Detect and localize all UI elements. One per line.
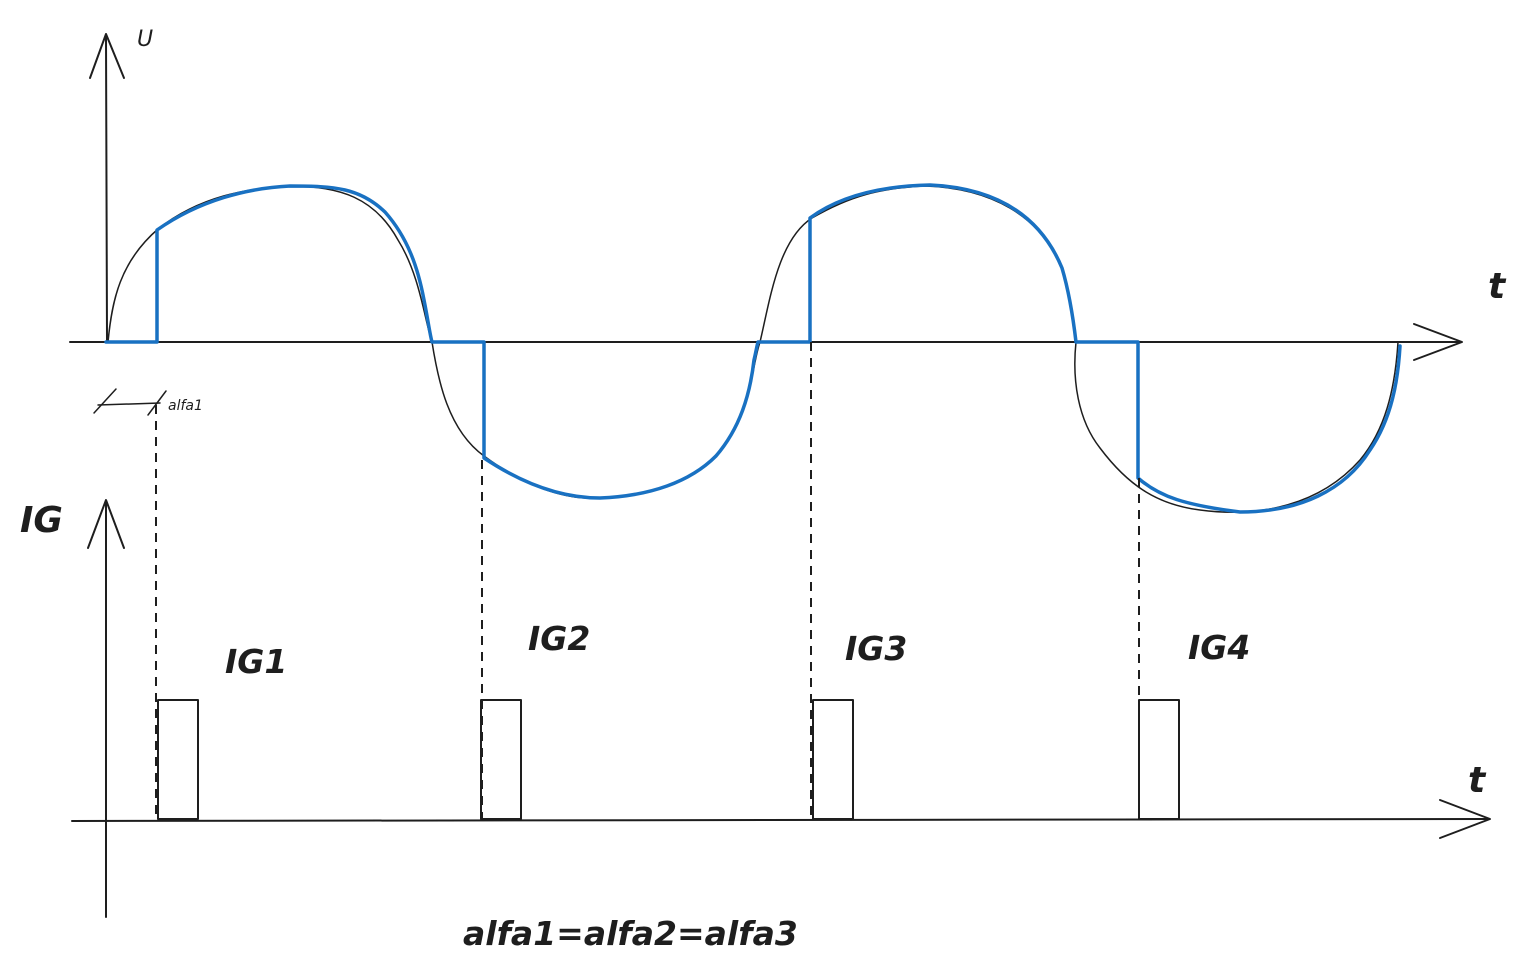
gate-axis-label: IG [20,500,63,541]
voltage-axis [89,33,125,341]
pulse-label-1: IG1 [225,642,287,681]
gate-axis [87,499,125,918]
gate-pulse-3 [812,699,854,820]
alpha-marker [93,388,167,416]
time-axis-bottom [71,799,1491,839]
time-axis-top-label: t [1488,266,1507,307]
gate-pulse-4 [1138,699,1180,820]
pulse-label-3: IG3 [845,629,907,668]
conducting-waveform [104,183,1402,514]
pulse-label-2: IG2 [528,619,590,658]
equation-label: alfa1=alfa2=alfa3 [463,914,798,953]
voltage-axis-label: U [137,27,153,52]
gate-pulse-1 [157,699,199,820]
pulse-label-4: IG4 [1188,628,1250,667]
gate-pulse-2 [480,699,522,820]
alpha-marker-label: alfa1 [168,398,203,414]
time-axis-bottom-label: t [1468,760,1487,801]
supply-sine-wave [107,185,1399,513]
